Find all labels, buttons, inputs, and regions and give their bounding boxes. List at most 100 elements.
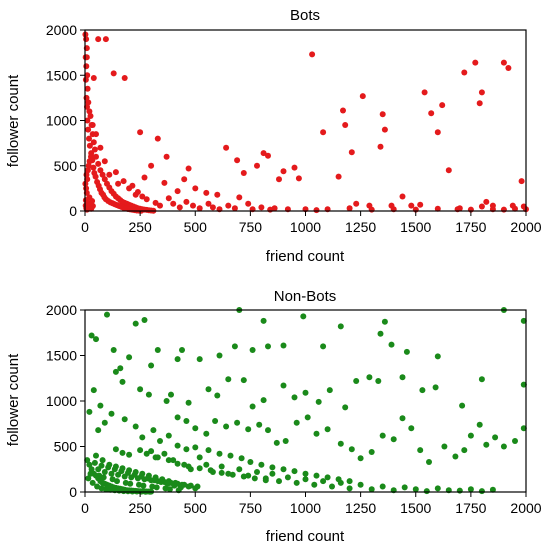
- non-bots-point: [346, 485, 353, 492]
- non-bots-point: [165, 457, 172, 464]
- non-bots-point: [166, 486, 173, 493]
- non-bots-point: [86, 408, 93, 415]
- non-bots-point: [183, 418, 190, 424]
- bots-x-tick-label: 1750: [455, 219, 486, 235]
- bots-point: [377, 143, 384, 150]
- bots-x-tick-label: 2000: [510, 219, 541, 235]
- bots-point: [434, 129, 441, 136]
- non-bots-point: [342, 404, 349, 411]
- non-bots-point: [158, 479, 165, 485]
- non-bots-point: [284, 474, 291, 481]
- non-bots-point: [89, 479, 96, 486]
- non-bots-point: [168, 391, 174, 398]
- non-bots-point: [357, 455, 364, 462]
- bots-point: [192, 185, 199, 192]
- non-bots-point: [174, 414, 181, 421]
- bots-x-tick-label: 750: [239, 219, 263, 235]
- bots-x-tick-label: 0: [81, 219, 89, 235]
- bots-point: [456, 205, 463, 212]
- bots-point: [421, 89, 428, 96]
- non-bots-point: [88, 332, 95, 339]
- bots-point: [137, 129, 144, 136]
- non-bots-point: [218, 463, 225, 470]
- non-bots-point: [187, 482, 194, 489]
- non-bots-point: [131, 471, 138, 478]
- non-bots-x-tick-label: 1750: [455, 500, 486, 516]
- bots-point: [434, 205, 441, 212]
- non-bots-point: [379, 432, 386, 439]
- non-bots-point: [249, 347, 256, 353]
- non-bots-point: [329, 483, 335, 490]
- bots-point: [91, 146, 98, 153]
- non-bots-point: [164, 480, 171, 487]
- bots-point: [134, 189, 141, 195]
- non-bots-point: [399, 374, 406, 381]
- bots-scatter-panel: Bots 0 250 500 750 1000 1250 1500 1750 2000 0 500…: [5, 7, 542, 265]
- non-bots-point: [291, 394, 298, 401]
- non-bots-point: [381, 318, 388, 325]
- bots-point: [85, 162, 92, 169]
- bots-point: [101, 158, 108, 165]
- bots-point: [170, 200, 177, 207]
- non-bots-point: [196, 356, 203, 363]
- non-bots-point: [214, 392, 221, 399]
- bots-point: [265, 152, 271, 159]
- bots-x-tick-label: 250: [128, 219, 152, 235]
- non-bots-point: [368, 486, 375, 493]
- bots-point: [236, 194, 243, 201]
- non-bots-point: [247, 459, 254, 465]
- bots-point: [95, 160, 102, 167]
- bots-point: [190, 202, 196, 209]
- bots-point: [102, 36, 109, 43]
- non-bots-point: [93, 336, 99, 343]
- non-bots-point: [512, 438, 518, 444]
- non-bots-point: [132, 423, 139, 430]
- non-bots-point: [467, 432, 474, 439]
- bots-point: [295, 175, 302, 182]
- bots-y-tick-label: 500: [54, 158, 78, 174]
- non-bots-point: [126, 354, 133, 361]
- non-bots-point: [293, 419, 300, 426]
- bots-x-tick-label: 1250: [345, 219, 376, 235]
- non-bots-point: [320, 478, 327, 485]
- bots-point: [240, 170, 247, 176]
- non-bots-point: [223, 423, 230, 430]
- bots-point: [258, 204, 265, 211]
- non-bots-point: [337, 440, 344, 447]
- non-bots-point: [262, 477, 269, 484]
- non-bots-point: [229, 471, 236, 478]
- bots-point: [152, 199, 159, 206]
- bots-point: [203, 189, 210, 196]
- non-bots-point: [337, 323, 344, 330]
- non-bots-point: [302, 476, 309, 483]
- non-bots-point: [249, 403, 256, 410]
- non-bots-point: [139, 434, 146, 441]
- bots-point: [225, 202, 232, 209]
- bots-point: [139, 193, 146, 200]
- bots-point: [291, 164, 298, 171]
- non-bots-y-tick-label: 1500: [46, 348, 77, 364]
- non-bots-point: [251, 475, 258, 482]
- bots-point: [483, 198, 490, 205]
- non-bots-point: [171, 482, 178, 489]
- bots-point: [101, 176, 108, 183]
- non-bots-point: [293, 479, 300, 486]
- non-bots-point: [408, 425, 415, 432]
- bots-point: [99, 171, 106, 178]
- bots-point: [83, 36, 90, 43]
- bots-point: [417, 201, 424, 208]
- non-bots-x-tick-label: 250: [128, 500, 152, 516]
- non-bots-point: [125, 488, 131, 495]
- bots-point: [163, 153, 170, 160]
- non-bots-point: [121, 416, 128, 423]
- non-bots-point: [300, 313, 307, 320]
- bots-point: [85, 99, 92, 106]
- bots-y-axis-label: follower count: [5, 74, 22, 167]
- non-bots-point: [88, 466, 95, 473]
- non-bots-point: [302, 470, 309, 477]
- bots-point: [83, 185, 90, 192]
- non-bots-point: [102, 486, 109, 493]
- non-bots-point: [368, 449, 375, 455]
- non-bots-point: [137, 386, 144, 393]
- bots-point: [120, 178, 127, 185]
